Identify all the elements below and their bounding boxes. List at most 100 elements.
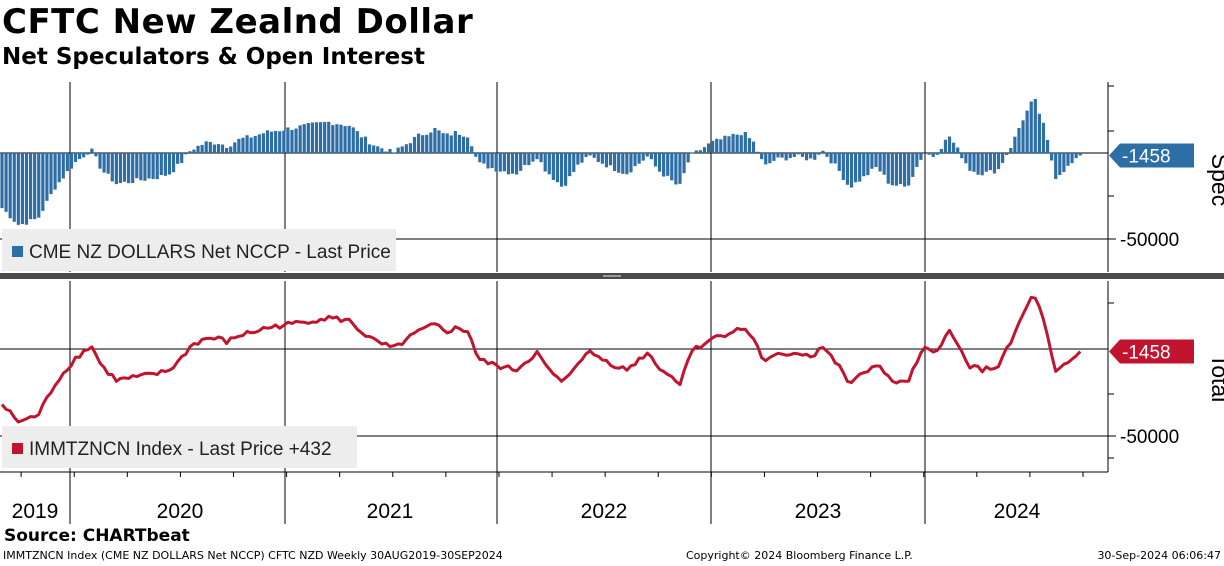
spec-bar-83 — [339, 124, 343, 153]
spec-bar-88 — [359, 137, 364, 153]
spec-last-value-tag — [1109, 143, 1194, 168]
spec-bar-138 — [564, 153, 568, 186]
spec-bar-263 — [1074, 153, 1078, 159]
spec-bar-18 — [73, 153, 78, 162]
spec-bar-112 — [457, 134, 462, 153]
x-tick-label-2024: 2024 — [994, 500, 1041, 523]
spec-last-value-label: -1458 — [1122, 147, 1171, 168]
spec-bar-99 — [404, 144, 408, 153]
spec-bar-19 — [77, 153, 82, 160]
spec-bar-42 — [171, 153, 176, 173]
spec-bar-82 — [335, 124, 339, 153]
total-y-tick-label: -50000 — [1120, 427, 1179, 448]
spec-bar-4 — [16, 153, 20, 225]
spec-bar-105 — [429, 132, 433, 153]
spec-bar-192 — [784, 153, 788, 161]
spec-bar-200 — [817, 153, 821, 155]
spec-bar-60 — [245, 135, 249, 153]
spec-bar-136 — [555, 153, 560, 183]
spec-bar-187 — [764, 153, 768, 165]
spec-bar-103 — [421, 135, 425, 153]
spec-bar-212 — [866, 153, 870, 176]
spec-bar-235 — [960, 153, 964, 159]
spec-bar-1 — [4, 153, 8, 212]
spec-bar-124 — [506, 153, 511, 175]
spec-bar-248 — [1013, 136, 1017, 153]
spec-bar-46 — [188, 151, 192, 153]
spec-bar-7 — [28, 153, 33, 220]
spec-bar-251 — [1025, 110, 1029, 153]
spec-bar-225 — [919, 153, 923, 160]
spec-bar-48 — [196, 145, 200, 153]
spec-bar-80 — [327, 121, 331, 153]
spec-bar-245 — [1001, 153, 1005, 163]
spec-bar-122 — [498, 153, 502, 172]
spec-bar-165 — [674, 153, 678, 185]
spec-bar-117 — [478, 153, 482, 163]
spec-bar-40 — [163, 153, 167, 176]
spec-bar-87 — [355, 131, 359, 153]
spec-bar-12 — [49, 153, 53, 195]
spec-bar-140 — [572, 153, 576, 172]
spec-bar-17 — [69, 153, 74, 169]
total-axis-title: Total — [1207, 354, 1224, 403]
spec-bar-214 — [874, 153, 878, 168]
spec-bar-217 — [886, 153, 890, 184]
spec-bar-197 — [804, 153, 809, 161]
spec-bar-94 — [384, 151, 388, 153]
spec-bar-104 — [425, 134, 429, 153]
spec-bar-121 — [494, 153, 498, 172]
spec-bar-205 — [837, 153, 841, 171]
spec-bar-236 — [964, 153, 968, 164]
spec-bar-250 — [1021, 120, 1025, 153]
x-tick-label-2023: 2023 — [795, 500, 842, 523]
spec-bar-142 — [580, 153, 584, 163]
footer-timestamp: 30-Sep-2024 06:06:47 — [1097, 549, 1221, 562]
spec-bar-244 — [996, 153, 1001, 170]
spec-bar-151 — [617, 153, 621, 173]
spec-bar-145 — [592, 153, 596, 158]
spec-bar-38 — [155, 153, 159, 180]
spec-bar-203 — [829, 153, 833, 164]
spec-bar-178 — [727, 136, 731, 153]
spec-bar-152 — [621, 153, 625, 174]
spec-bar-246 — [1005, 153, 1009, 155]
spec-bar-177 — [723, 135, 727, 153]
chart-title: CFTC New Zealnd Dollar — [2, 2, 474, 42]
spec-bar-39 — [159, 153, 163, 175]
spec-bar-252 — [1029, 101, 1033, 153]
spec-bar-123 — [502, 153, 506, 172]
spec-bar-229 — [935, 153, 939, 155]
spec-bar-249 — [1017, 128, 1021, 153]
spec-bar-175 — [715, 138, 719, 153]
spec-bar-44 — [180, 153, 184, 163]
spec-bar-57 — [233, 142, 237, 153]
spec-bar-167 — [682, 153, 686, 174]
spec-bar-206 — [841, 153, 845, 181]
spec-bar-157 — [641, 153, 645, 161]
spec-bar-260 — [1062, 153, 1066, 173]
spec-bar-258 — [1054, 153, 1058, 179]
spec-bar-10 — [41, 153, 45, 211]
spec-bar-76 — [310, 122, 314, 153]
spec-bar-33 — [135, 153, 139, 179]
total-last-value-label: -1458 — [1122, 343, 1171, 364]
spec-bar-186 — [760, 153, 764, 160]
x-tick-label-2020: 2020 — [157, 500, 204, 523]
chart-subtitle: Net Speculators & Open Interest — [2, 44, 425, 70]
spec-bar-54 — [220, 144, 225, 153]
spec-bar-8 — [33, 153, 37, 220]
spec-bar-55 — [225, 148, 229, 153]
spec-bar-70 — [286, 127, 290, 153]
spec-bar-65 — [265, 130, 270, 153]
spec-bar-163 — [666, 153, 670, 176]
spec-bar-6 — [24, 153, 29, 225]
spec-bar-51 — [208, 141, 212, 153]
total-legend-box — [2, 426, 357, 468]
spec-bar-25 — [102, 153, 106, 173]
spec-bar-169 — [690, 152, 694, 154]
spec-bar-129 — [527, 153, 531, 166]
spec-legend-swatch — [12, 246, 23, 257]
total-series-line — [0, 295, 1082, 424]
spec-bar-255 — [1041, 122, 1046, 153]
